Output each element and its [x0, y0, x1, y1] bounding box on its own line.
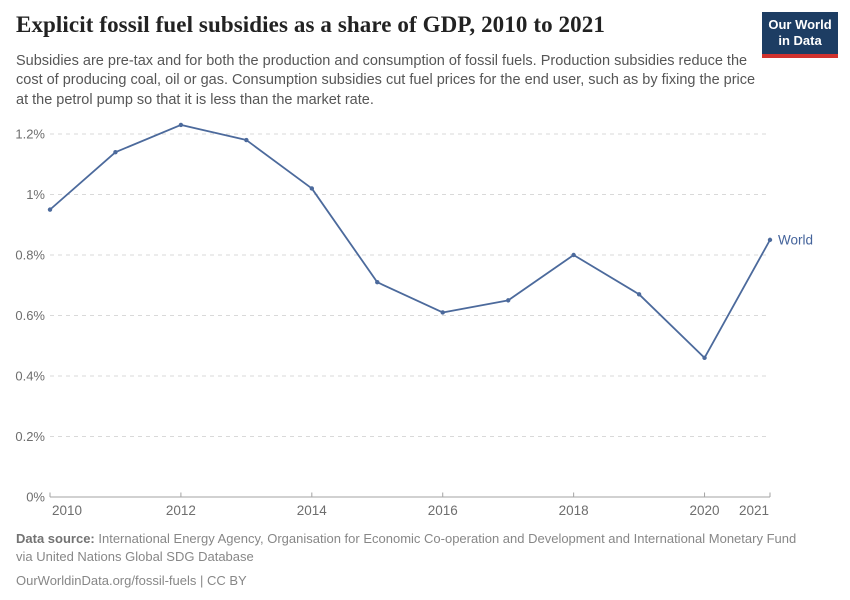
data-point[interactable] [571, 252, 576, 258]
data-point[interactable] [636, 292, 642, 297]
x-tick-label: 2014 [297, 503, 328, 518]
y-tick-label: 0.8% [15, 248, 45, 263]
x-tick-label: 2010 [52, 503, 82, 518]
owid-logo-line1: Our World [768, 17, 832, 32]
data-point[interactable] [440, 310, 445, 315]
x-tick-label: 2020 [690, 503, 720, 518]
line-chart-svg: 0% 0.2% 0.4% 0.6% 0.8% 1% 1.2% 2010 2012 2014 2016… [15, 122, 813, 518]
data-point[interactable] [244, 137, 249, 143]
chart-title: Explicit fossil fuel subsidies as a shar… [16, 12, 605, 37]
y-tick-label: 0% [26, 490, 45, 505]
data-source-label: Data source: [16, 531, 95, 546]
owid-logo[interactable]: Our World in Data [762, 12, 838, 59]
y-tick-label: 0.4% [15, 369, 45, 384]
x-tick-label: 2021 [739, 503, 769, 518]
data-source-note: Data source: International Energy Agency… [16, 530, 816, 567]
license-link[interactable]: OurWorldinData.org/fossil-fuels | CC BY [16, 572, 247, 588]
world-line [49, 124, 771, 359]
data-point[interactable] [309, 186, 315, 191]
data-point[interactable] [47, 207, 53, 212]
data-point[interactable] [505, 298, 511, 303]
data-point[interactable] [178, 122, 184, 128]
data-point[interactable] [767, 237, 773, 243]
y-tick-label: 0.2% [15, 429, 45, 444]
data-point[interactable] [702, 355, 707, 361]
data-point[interactable] [375, 280, 380, 285]
chart-subtitle: Subsidies are pre-tax and for both the p… [16, 53, 756, 108]
data-source-text: International Energy Agency, Organisatio… [16, 531, 797, 565]
y-tick-label: 1% [26, 187, 45, 202]
line-chart: 0% 0.2% 0.4% 0.6% 0.8% 1% 1.2% 2010 2012 2014 2016… [0, 118, 850, 523]
x-tick-label: 2018 [559, 503, 589, 518]
chart-footer: Data source: International Energy Agency… [16, 530, 826, 590]
y-tick-label: 1.2% [15, 127, 45, 142]
owid-logo-line2: in Data [778, 32, 822, 48]
x-tick-label: 2012 [166, 503, 196, 518]
x-tick-label: 2016 [428, 503, 458, 518]
series-end-label[interactable]: World [778, 232, 813, 247]
data-point[interactable] [113, 149, 118, 155]
y-tick-label: 0.6% [15, 308, 45, 323]
